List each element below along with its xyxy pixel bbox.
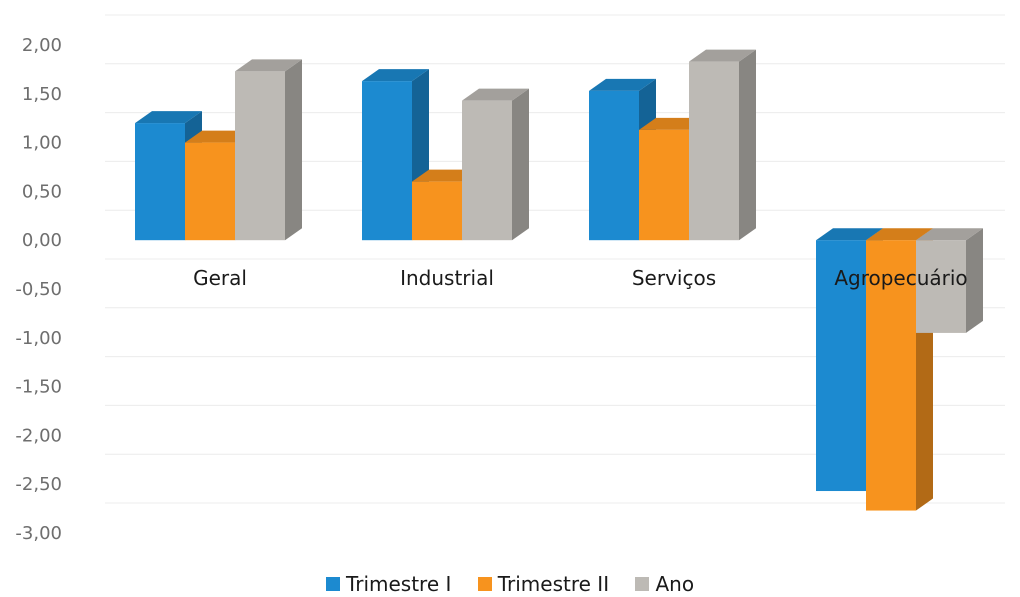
bar-top <box>462 88 529 101</box>
bar-side <box>512 88 529 241</box>
bar-front <box>362 81 412 241</box>
bar-top <box>916 228 983 241</box>
bar-front <box>639 129 689 241</box>
bar-front <box>135 123 185 241</box>
bar-side <box>966 228 983 333</box>
bar-front <box>916 240 966 333</box>
bar-front <box>462 100 512 241</box>
legend-item-trimestre-i: Trimestre I <box>325 572 452 596</box>
y-tick-label: 1,50 <box>22 84 62 105</box>
bar-front <box>816 240 866 492</box>
category-label: Geral <box>193 266 247 290</box>
bar-top <box>235 59 302 72</box>
legend-label-trimestre-ii: Trimestre II <box>497 572 610 596</box>
y-tick-label: 0,50 <box>22 181 62 202</box>
y-tick-label: -3,00 <box>15 523 62 544</box>
bar-top <box>816 228 883 241</box>
legend: Trimestre I Trimestre II Ano <box>0 572 1020 596</box>
y-tick-label: 0,00 <box>22 230 62 251</box>
category-labels: Geral Industrial Serviços Agropecuário <box>193 266 968 290</box>
bar <box>462 88 529 241</box>
bar-top <box>135 111 202 124</box>
legend-swatch-trimestre-i <box>325 577 340 591</box>
bar <box>235 59 302 241</box>
bar <box>866 228 933 511</box>
legend-item-ano: Ano <box>635 572 694 596</box>
y-tick-label: -2,50 <box>15 474 62 495</box>
bars <box>135 49 983 511</box>
legend-item-trimestre-ii: Trimestre II <box>477 572 610 596</box>
bar-front <box>412 181 462 241</box>
y-tick-label: -2,00 <box>15 425 62 446</box>
bar-top <box>362 69 429 82</box>
bar-side <box>285 59 302 241</box>
legend-label-trimestre-i: Trimestre I <box>345 572 452 596</box>
category-label: Agropecuário <box>834 266 967 290</box>
bar-front <box>589 90 639 241</box>
category-label: Serviços <box>632 266 716 290</box>
y-tick-label: 2,00 <box>22 35 62 56</box>
bar-front <box>866 240 916 511</box>
legend-label-ano: Ano <box>655 572 695 596</box>
bar-front <box>235 71 285 241</box>
legend-swatch-trimestre-ii <box>477 577 492 591</box>
y-tick-label: -0,50 <box>15 279 62 300</box>
y-tick-label: -1,00 <box>15 328 62 349</box>
y-tick-label: 1,00 <box>22 133 62 154</box>
bar-side <box>739 49 756 241</box>
y-axis-ticks: 2,00 1,50 1,00 0,50 0,00 -0,50 -1,00 -1,50 -2,00… <box>15 35 62 544</box>
bar-top <box>689 49 756 62</box>
bar-top <box>866 228 933 241</box>
bar-front <box>185 142 235 241</box>
bar <box>689 49 756 241</box>
y-tick-label: -1,50 <box>15 377 62 398</box>
category-label: Industrial <box>400 266 494 290</box>
bar-front <box>689 61 739 241</box>
bar-top <box>589 78 656 91</box>
legend-swatch-ano <box>635 577 650 591</box>
bar <box>916 228 983 333</box>
